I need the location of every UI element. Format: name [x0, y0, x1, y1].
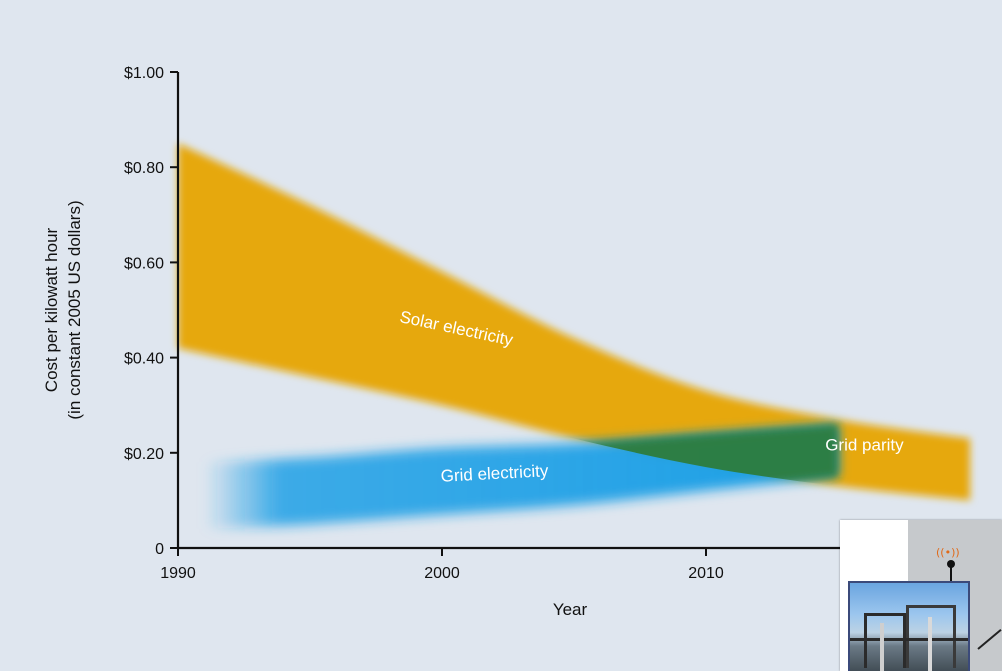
- x-tick-label: 2010: [688, 565, 724, 582]
- tower-icon: [950, 562, 952, 582]
- y-tick-label: $1.00: [124, 65, 164, 82]
- y-axis-title-line1: Cost per kilowatt hour: [42, 227, 61, 392]
- substation-thumbnail[interactable]: ((•)): [840, 520, 1002, 671]
- x-tick-label: 2000: [424, 565, 460, 582]
- solar-band: [178, 143, 970, 501]
- axes-layer: 0 $0.20 $0.40 $0.60 $0.80 $1.00 1990 2000 2010 Ye…: [42, 65, 975, 619]
- y-tick-label: 0: [155, 541, 164, 558]
- substation-photo: [848, 581, 970, 671]
- y-tick-label: $0.20: [124, 446, 164, 463]
- x-axis-title: Year: [553, 600, 588, 619]
- grid-parity-label: Grid parity: [825, 435, 904, 454]
- y-tick-label: $0.40: [124, 351, 164, 368]
- y-tick-label: $0.80: [124, 160, 164, 177]
- signal-icon: ((•)): [936, 546, 960, 559]
- y-axis-title-line2: (in constant 2005 US dollars): [65, 200, 84, 419]
- x-tick-label: 1990: [160, 565, 196, 582]
- bands-layer: [178, 143, 970, 529]
- y-tick-label: $0.60: [124, 255, 164, 272]
